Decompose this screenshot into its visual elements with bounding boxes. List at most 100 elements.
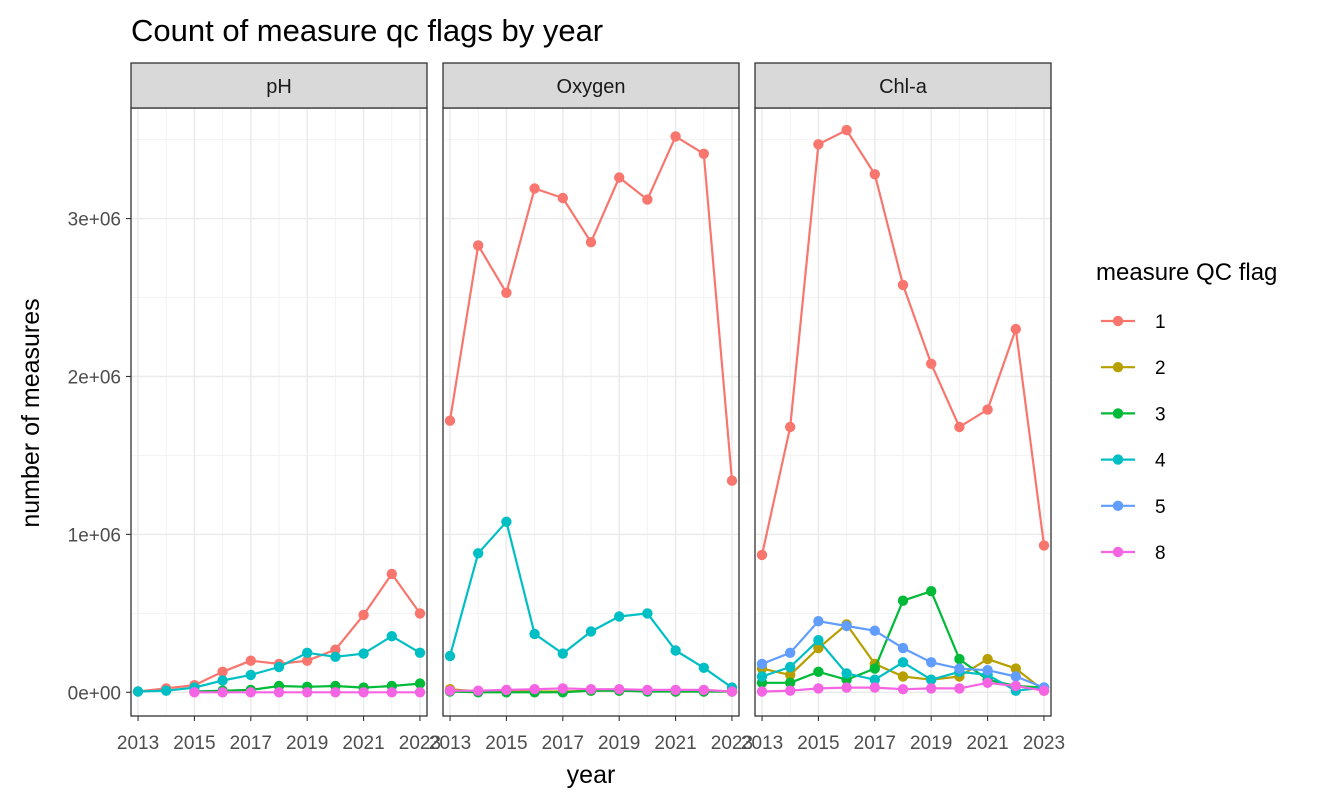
data-point-flag-4 [217,675,228,686]
panel-ph: pH 2013 2015 2017 2019 2021 2023 [117,62,441,754]
data-point-flag-8 [473,685,484,696]
chart-title: Count of measure qc flags by year [131,13,603,48]
data-point-flag-4 [926,674,937,685]
data-point-flag-1 [614,172,625,183]
data-point-flag-1 [473,240,484,251]
data-point-flag-8 [954,683,965,694]
data-point-flag-4 [670,645,681,656]
y-axis-title: number of measures [17,298,45,527]
x-tick-label: 2015 [797,733,839,754]
facet-panels: pH 2013 2015 2017 2019 2021 2023 Oxygen 2013 2015… [117,62,1065,754]
facet-strip [442,62,740,109]
legend-item-flag-4: 4 [1101,451,1166,472]
data-point-flag-1 [386,568,397,580]
panel-chl-a: Chl-a 2013 2015 2017 2019 2021 2023 [741,62,1065,754]
data-point-flag-4 [302,647,313,658]
x-tick-label: 2017 [542,733,584,754]
data-point-flag-4 [897,657,909,668]
data-point-flag-1 [726,475,738,486]
y-tick-label: 2e+06 [68,367,121,388]
legend-item-flag-1: 1 [1101,312,1166,333]
data-point-flag-8 [302,687,313,698]
data-point-flag-3 [954,653,965,665]
data-point-flag-1 [1010,323,1021,335]
data-point-flag-4 [358,648,369,659]
legend-key-point [1112,362,1124,373]
data-point-flag-8 [585,684,597,695]
data-point-flag-8 [982,677,993,688]
data-point-flag-4 [785,661,796,673]
data-point-flag-1 [1038,540,1050,551]
legend-key-point [1112,500,1124,511]
data-point-flag-8 [670,684,681,696]
data-point-flag-8 [501,684,512,696]
data-point-flag-4 [501,516,512,527]
panel-oxygen: Oxygen 2013 2015 2017 2019 2021 2023 [429,62,753,754]
legend-label: 5 [1155,497,1166,518]
data-point-flag-1 [926,358,937,369]
facet-strip [130,62,428,109]
data-point-flag-4 [529,628,540,640]
data-point-flag-1 [358,609,369,621]
data-point-flag-4 [473,548,484,559]
x-tick-label: 2021 [966,733,1008,754]
x-tick-label: 2023 [399,733,441,754]
data-point-flag-4 [386,631,397,642]
legend-item-flag-2: 2 [1101,358,1166,379]
data-point-flag-1 [245,655,256,666]
data-point-flag-8 [785,685,796,696]
legend-key-point [1112,408,1124,419]
data-point-flag-4 [614,611,625,622]
data-point-flag-1 [813,139,824,150]
data-point-flag-1 [302,655,313,666]
y-axis: 0e+00 1e+06 2e+06 3e+06 [68,210,131,704]
data-point-flag-8 [1010,680,1021,692]
data-point-flag-1 [785,421,796,433]
data-point-flag-5 [785,647,796,658]
data-point-flag-1 [670,131,681,142]
data-point-flag-4 [642,608,653,619]
data-point-flag-8 [245,687,256,698]
x-tick-label: 2017 [854,733,896,754]
data-point-flag-8 [897,684,909,695]
data-point-flag-1 [756,549,768,561]
x-tick-label: 2015 [485,733,527,754]
legend-item-flag-3: 3 [1101,404,1166,425]
x-tick-label: 2017 [230,733,272,754]
data-point-flag-8 [330,687,341,698]
x-tick-label: 2023 [1023,733,1065,754]
data-point-flag-4 [557,648,568,659]
data-point-flag-1 [585,237,597,248]
legend-label: 3 [1155,404,1166,425]
y-tick-label: 3e+06 [68,210,121,231]
x-tick-label: 2019 [910,733,952,754]
x-tick-label: 2019 [598,733,640,754]
data-point-flag-1 [642,194,653,205]
data-point-flag-8 [1038,685,1050,696]
data-point-flag-8 [813,683,824,694]
legend-key-point [1112,315,1124,327]
y-tick-label: 0e+00 [68,683,121,704]
data-point-flag-4 [132,686,144,697]
data-point-flag-1 [557,192,568,204]
y-tick-label: 1e+06 [68,525,121,546]
x-tick-label: 2023 [711,733,753,754]
data-point-flag-8 [358,687,369,698]
legend-key-point [1112,454,1124,465]
data-point-flag-3 [926,586,937,597]
facet-strip [754,62,1052,109]
data-point-flag-8 [642,684,653,696]
x-tick-label: 2015 [173,733,215,754]
data-point-flag-1 [529,183,540,194]
legend-label: 8 [1155,543,1166,564]
data-point-flag-5 [897,642,909,654]
data-point-flag-8 [386,687,397,698]
data-point-flag-3 [897,595,909,606]
data-point-flag-8 [414,687,426,698]
x-tick-label: 2013 [429,733,471,754]
legend-item-flag-5: 5 [1101,497,1166,518]
data-point-flag-5 [982,665,993,676]
data-point-flag-4 [585,626,597,637]
data-point-flag-2 [813,642,824,654]
x-axis-title: year [567,761,616,789]
